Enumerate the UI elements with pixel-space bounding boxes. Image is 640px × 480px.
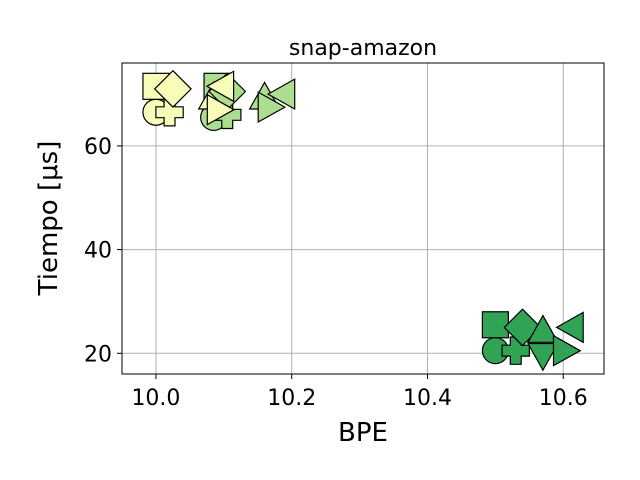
data-point-square (481, 311, 509, 339)
y-tick-label: 20 (84, 342, 112, 367)
data-point-triangle-up (526, 314, 559, 343)
x-tick-label: 10.6 (539, 386, 588, 411)
x-tick-label: 10.2 (267, 386, 316, 411)
data-point-diamond (153, 69, 192, 108)
data-point-triangle-right (552, 334, 582, 367)
data-point-triangle-left (266, 78, 296, 111)
data-point-triangle-right (206, 93, 236, 126)
data-point-triangle-left (205, 70, 235, 103)
data-point-triangle-right (257, 91, 287, 124)
x-axis-label: BPE (338, 418, 388, 448)
y-axis-label: Tiempo [μs] (34, 141, 64, 297)
y-tick-label: 40 (84, 239, 112, 264)
data-point-triangle-down (526, 342, 559, 372)
grid (122, 63, 604, 374)
data-points (142, 69, 584, 372)
data-point-plus (155, 97, 184, 127)
chart-title: snap-amazon (289, 36, 437, 61)
y-tick-label: 60 (84, 135, 112, 160)
data-point-plus (501, 336, 531, 365)
plot-frame (121, 62, 605, 375)
data-point-triangle-left (555, 311, 584, 344)
ticks: 10.0 10.2 10.4 10.6 20 40 60 (84, 135, 588, 411)
x-tick-label: 10.4 (403, 386, 452, 411)
x-tick-label: 10.0 (131, 386, 180, 411)
